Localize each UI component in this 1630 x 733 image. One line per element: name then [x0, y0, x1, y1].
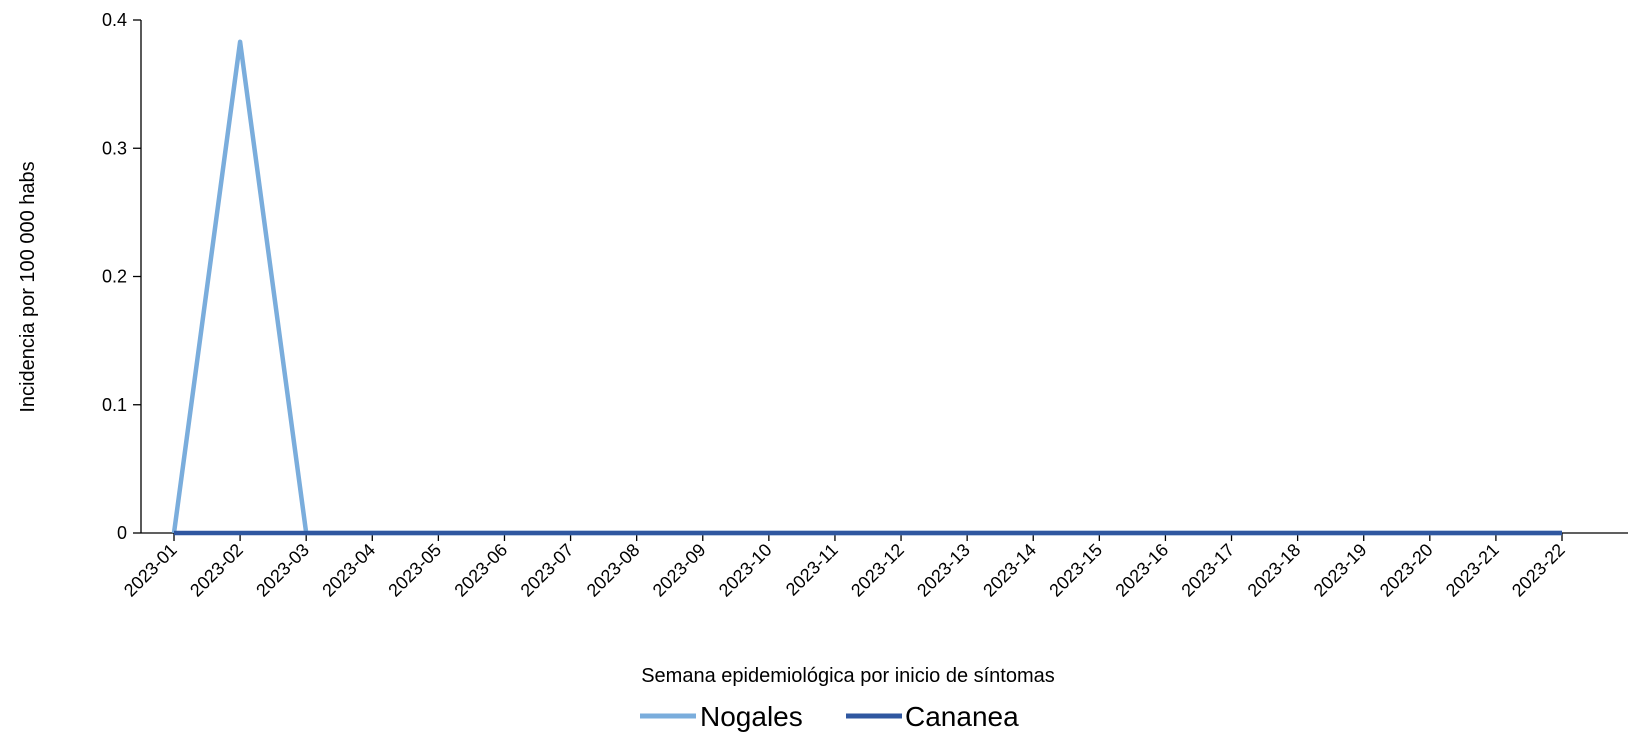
y-tick-label: 0.4 [102, 10, 127, 30]
legend: Nogales Cananea [640, 701, 1019, 732]
x-tick-label: 2023-09 [649, 540, 710, 601]
x-tick-label: 2023-10 [715, 540, 776, 601]
x-tick-label: 2023-16 [1111, 540, 1172, 601]
x-tick-label: 2023-15 [1045, 540, 1106, 601]
x-axis-title: Semana epidemiológica por inicio de sínt… [641, 665, 1055, 687]
y-ticks: 0 0.1 0.2 0.3 0.4 [102, 10, 141, 543]
series-layer [171, 39, 1562, 536]
x-tick-label: 2023-11 [782, 540, 842, 600]
x-tick-label: 2023-02 [186, 540, 247, 601]
y-tick-label: 0.3 [102, 138, 127, 158]
x-tick-label: 2023-19 [1310, 540, 1371, 601]
x-tick-label: 2023-21 [1442, 540, 1503, 601]
x-tick-label: 2023-07 [517, 540, 578, 601]
x-tick-label: 2023-06 [450, 540, 511, 601]
legend-label-cananea: Cananea [905, 701, 1019, 732]
x-tick-label: 2023-13 [913, 540, 974, 601]
x-tick-label: 2023-04 [318, 540, 379, 601]
x-tick-label: 2023-03 [252, 540, 313, 601]
x-tick-label: 2023-05 [384, 540, 445, 601]
x-tick-label: 2023-18 [1244, 540, 1305, 601]
x-tick-label: 2023-12 [847, 540, 908, 601]
x-tick-label: 2023-17 [1177, 540, 1238, 601]
legend-label-nogales: Nogales [700, 701, 803, 732]
x-tick-label: 2023-14 [979, 540, 1040, 601]
x-ticks: 2023-01 2023-02 2023-03 2023-04 2023-05 2023-… [120, 533, 1569, 601]
y-tick-label: 0 [117, 523, 127, 543]
axes [140, 20, 1628, 534]
x-tick-label: 2023-08 [583, 540, 644, 601]
series-line-nogales [171, 39, 1562, 536]
x-tick-label: 2023-20 [1376, 540, 1437, 601]
x-tick-label: 2023-22 [1508, 540, 1569, 601]
y-tick-label: 0.1 [102, 395, 127, 415]
x-tick-label: 2023-01 [120, 540, 181, 601]
y-tick-label: 0.2 [102, 267, 127, 287]
y-axis-title: Incidencia por 100 000 habs [17, 161, 39, 412]
